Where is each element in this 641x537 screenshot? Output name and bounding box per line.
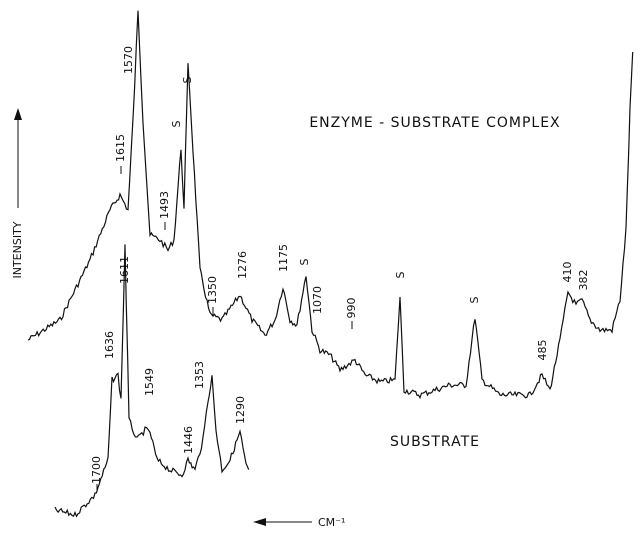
peak-label: 1290 bbox=[234, 396, 247, 424]
peak-label: 1070 bbox=[311, 286, 324, 314]
y-axis-label: INTENSITY bbox=[11, 221, 24, 278]
trace-label: SUBSTRATE bbox=[390, 434, 480, 450]
peak-label: 1700 bbox=[90, 456, 103, 484]
peak-label: 410 bbox=[561, 262, 574, 283]
peak-label: 485 bbox=[536, 340, 549, 361]
x-arrow-head bbox=[253, 518, 266, 526]
peak-label: S bbox=[468, 296, 481, 303]
peak-label: S bbox=[298, 258, 311, 265]
complex-trace bbox=[27, 10, 634, 400]
peak-label: 382 bbox=[577, 270, 590, 291]
peak-label: S bbox=[181, 76, 194, 83]
peak-label: 1636 bbox=[103, 331, 116, 359]
peak-label: 1615 bbox=[114, 134, 127, 162]
peak-label: 1446 bbox=[182, 426, 195, 454]
peak-label: S bbox=[170, 120, 183, 127]
x-axis-label: CM⁻¹ bbox=[318, 516, 345, 529]
trace-label: ENZYME - SUBSTRATE COMPLEX bbox=[309, 115, 560, 131]
peak-label: 1493 bbox=[158, 191, 171, 219]
peak-label: 1276 bbox=[236, 251, 249, 279]
substrate-trace bbox=[54, 244, 250, 518]
peak-label: 1570 bbox=[122, 46, 135, 74]
peak-label: 1549 bbox=[143, 368, 156, 396]
y-arrow-head bbox=[14, 108, 22, 120]
peak-label: 1353 bbox=[193, 361, 206, 389]
peak-label: 1611 bbox=[118, 256, 131, 284]
peak-label: 1175 bbox=[277, 244, 290, 272]
peak-label: S bbox=[394, 271, 407, 278]
peak-label: 1350 bbox=[206, 276, 219, 304]
peak-label: 990 bbox=[345, 298, 358, 319]
